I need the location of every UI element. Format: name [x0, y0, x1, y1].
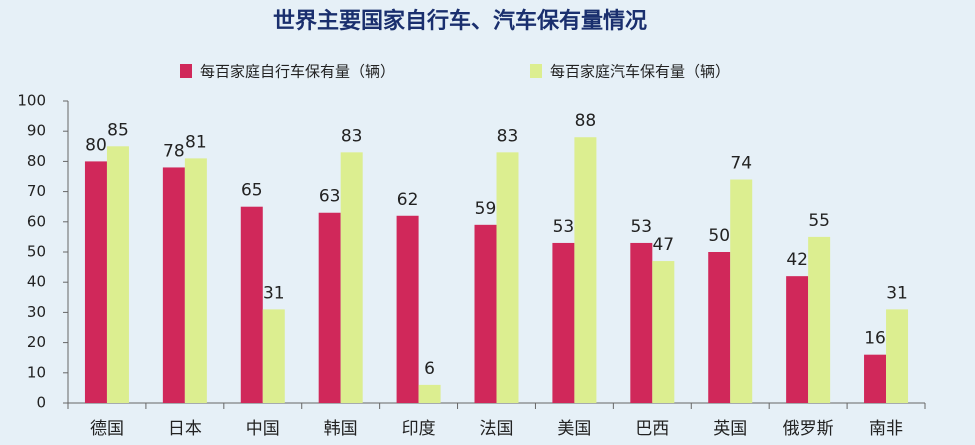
bar: [730, 179, 753, 403]
data-label: 78: [163, 141, 185, 161]
y-tick-label: 50: [27, 243, 46, 261]
data-label: 65: [241, 181, 263, 201]
data-label: 47: [652, 235, 674, 255]
data-label: 88: [575, 111, 597, 131]
bar: [786, 276, 809, 403]
data-label: 50: [708, 226, 730, 246]
y-tick-label: 30: [27, 303, 46, 321]
data-label: 62: [397, 190, 419, 210]
bar: [808, 236, 831, 403]
bar: [552, 242, 575, 403]
bar: [708, 252, 731, 403]
data-label: 42: [786, 250, 808, 270]
y-tick-label: 100: [17, 92, 46, 110]
bar: [574, 137, 597, 404]
bar: [396, 215, 419, 403]
y-tick-label: 20: [27, 333, 46, 351]
bar: [652, 261, 675, 403]
bar: [240, 206, 263, 403]
data-label: 81: [185, 132, 207, 152]
data-label: 16: [864, 329, 886, 349]
legend-label: 每百家庭自行车保有量（辆）: [200, 63, 395, 81]
legend-swatch: [180, 64, 192, 78]
data-label: 31: [886, 283, 908, 303]
x-tick-label: 巴西: [635, 419, 669, 439]
legend-label: 每百家庭汽车保有量（辆）: [550, 63, 730, 81]
x-tick-label: 韩国: [324, 419, 358, 439]
x-tick-label: 俄罗斯: [783, 419, 834, 439]
bar: [106, 146, 129, 404]
x-tick-label: 美国: [557, 419, 591, 439]
x-tick-label: 印度: [402, 419, 436, 439]
x-tick-label: 南非: [869, 419, 903, 439]
data-label: 74: [730, 154, 752, 174]
data-label: 59: [475, 199, 497, 219]
bar: [262, 309, 285, 403]
bar: [340, 152, 363, 403]
data-label: 80: [85, 135, 107, 155]
y-tick-label: 70: [27, 182, 46, 200]
y-tick-label: 10: [27, 363, 46, 381]
chart-title: 世界主要国家自行车、汽车保有量情况: [273, 8, 647, 34]
x-tick-label: 德国: [90, 419, 124, 439]
y-tick-label: 60: [27, 212, 46, 230]
data-label: 6: [424, 359, 435, 379]
data-label: 53: [553, 217, 575, 237]
bar: [630, 242, 653, 403]
data-label: 31: [263, 283, 285, 303]
data-label: 85: [107, 120, 129, 140]
bar: [474, 224, 497, 403]
bar: [864, 354, 887, 403]
data-label: 53: [630, 217, 652, 237]
legend-swatch: [530, 64, 542, 78]
x-tick-label: 英国: [713, 419, 747, 439]
data-label: 63: [319, 187, 341, 207]
bar: [162, 167, 185, 403]
bar: [886, 309, 909, 403]
bar: [418, 384, 441, 403]
bar: [184, 158, 207, 403]
data-label: 83: [341, 126, 363, 146]
y-tick-label: 0: [36, 394, 46, 412]
bar: [318, 212, 341, 403]
bar: [496, 152, 519, 403]
y-tick-label: 90: [27, 122, 46, 140]
x-tick-label: 中国: [246, 419, 280, 439]
data-label: 55: [808, 211, 830, 231]
data-label: 83: [497, 126, 519, 146]
bar: [84, 161, 107, 403]
y-tick-label: 40: [27, 273, 46, 291]
x-tick-label: 日本: [168, 419, 202, 439]
x-tick-label: 法国: [480, 419, 514, 439]
y-tick-label: 80: [27, 152, 46, 170]
